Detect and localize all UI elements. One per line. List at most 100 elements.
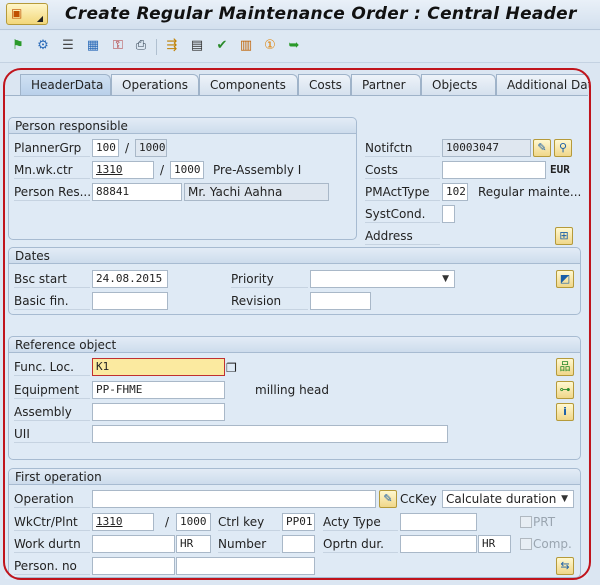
basic-start-label: Bsc start (14, 270, 90, 288)
info-circle-icon[interactable]: ① (264, 38, 276, 53)
functional-location-label: Func. Loc. (14, 358, 90, 376)
costs-label: Costs (365, 161, 440, 179)
duration-unit-field[interactable]: HR (478, 535, 511, 553)
tab-additional-data[interactable]: Additional Data (496, 74, 590, 95)
display-notification-icon[interactable]: ⚲ (554, 139, 572, 157)
comp-label: Comp. (533, 537, 572, 551)
plant-field[interactable]: 1000 (176, 513, 211, 531)
operation-field[interactable] (92, 490, 376, 508)
priority-dropdown[interactable]: ▼ (310, 270, 455, 288)
work-center-plant-label: WkCtr/Plnt (14, 513, 90, 531)
tab-components[interactable]: Components (199, 74, 298, 95)
work-duration-label: Work durtn (14, 535, 90, 553)
main-work-center-plant-field[interactable]: 1000 (170, 161, 204, 179)
tab-partner[interactable]: Partner (351, 74, 421, 95)
edit-long-text-icon[interactable]: ✎ (379, 490, 397, 508)
pm-activity-type-field[interactable]: 102 (442, 183, 468, 201)
calculator-icon[interactable]: ▦ (86, 38, 100, 53)
notification-label: Notifctn (365, 139, 440, 157)
pencil-icon[interactable]: ✎ (533, 139, 551, 157)
notification-field: 10003047 (442, 139, 531, 157)
scheduling-icon[interactable]: ◩ (556, 270, 574, 288)
work-center-description: Pre-Assembly I (213, 163, 302, 177)
flag-icon[interactable]: ⚑ (12, 38, 24, 53)
basic-start-field[interactable]: 24.08.2015 (92, 270, 168, 288)
forward-icon[interactable]: ➥ (288, 38, 300, 53)
functional-location-field[interactable]: K1 (92, 358, 225, 376)
currency: EUR (550, 163, 570, 176)
info-icon[interactable]: i (556, 403, 574, 421)
main-work-center-label: Mn.wk.ctr (14, 161, 90, 179)
separator: / (165, 515, 170, 529)
number-field[interactable] (282, 535, 315, 553)
assembly-label: Assembly (14, 403, 90, 421)
group-header: Reference object (9, 337, 580, 353)
basic-finish-field[interactable] (92, 292, 168, 310)
main-work-center-field[interactable]: 1310 (92, 161, 154, 179)
window-title: Create Regular Maintenance Order : Centr… (65, 4, 577, 24)
planner-grp-field[interactable]: 100 (92, 139, 119, 157)
document-icon[interactable]: ▤ (190, 38, 204, 53)
calc-key-label: CcKey (400, 492, 437, 506)
control-key-field[interactable]: PP01 (282, 513, 315, 531)
operation-duration-field[interactable] (400, 535, 477, 553)
revision-field[interactable] (310, 292, 371, 310)
personnel-number-field[interactable] (92, 557, 175, 575)
equipment-label: Equipment (14, 381, 90, 399)
operation-detail-icon[interactable]: ⇆ (556, 557, 574, 575)
prt-label: PRT (533, 515, 556, 529)
tab-costs[interactable]: Costs (298, 74, 351, 95)
basic-finish-label: Basic fin. (14, 292, 90, 310)
address-label: Address (365, 227, 440, 245)
system-condition-field[interactable] (442, 205, 455, 223)
address-expand-icon[interactable]: ⊞ (555, 227, 573, 245)
costs-field[interactable] (442, 161, 546, 179)
status-icon[interactable]: ⚿ (113, 38, 123, 53)
execute-settings-icon[interactable]: ⚙ (37, 38, 49, 53)
toolbar-separator (156, 39, 157, 55)
tab-objects[interactable]: Objects (421, 74, 496, 95)
pm-activity-type-label: PMActType (365, 183, 440, 201)
system-condition-label: SystCond. (365, 205, 440, 223)
planner-plant-field: 1000 (135, 139, 167, 157)
release-icon[interactable]: ✔ (216, 38, 228, 53)
tab-operations[interactable]: Operations (111, 74, 199, 95)
group-header: Dates (9, 248, 580, 264)
personnel-name-field (176, 557, 315, 575)
print-icon[interactable]: ⎙ (135, 38, 147, 53)
work-center-field[interactable]: 1310 (92, 513, 154, 531)
person-responsible-field[interactable]: 88841 (92, 183, 182, 201)
comp-checkbox[interactable] (520, 538, 532, 550)
operation-label: Operation (14, 490, 90, 508)
application-toolbar: ⚑ ⚙ ☰ ▦ ⚿ ⎙ ⇶ ▤ ✔ ▥ ① ➥ (0, 31, 600, 63)
activity-type-field[interactable] (400, 513, 477, 531)
tab-headerdata[interactable]: HeaderData (20, 74, 111, 95)
prt-checkbox[interactable] (520, 516, 532, 528)
calc-key-value: Calculate duration (446, 492, 557, 506)
assembly-field[interactable] (92, 403, 225, 421)
separator: / (125, 141, 130, 155)
calc-key-dropdown[interactable]: Calculate duration ▼ (442, 490, 574, 508)
dropdown-arrow-icon: ▼ (442, 274, 449, 284)
equipment-field[interactable]: PP-FHME (92, 381, 225, 399)
list-icon[interactable]: ☰ (62, 38, 74, 53)
person-name: Mr. Yachi Aahna (184, 183, 329, 201)
structure-icon[interactable]: 品 (556, 358, 574, 376)
copy-icon[interactable]: ❐ (226, 361, 237, 375)
hierarchy-icon[interactable]: ⊶ (556, 381, 574, 399)
clipboard-icon[interactable]: ▥ (239, 38, 253, 53)
uii-field[interactable] (92, 425, 448, 443)
title-bar: ▣ ◢ Create Regular Maintenance Order : Ce… (0, 0, 600, 30)
planner-grp-label: PlannerGrp (14, 139, 90, 157)
operation-duration-label: Oprtn dur. (323, 535, 398, 553)
priority-label: Priority (231, 270, 308, 288)
work-unit-field[interactable]: HR (176, 535, 211, 553)
group-header: First operation (9, 469, 580, 485)
revision-label: Revision (231, 292, 308, 310)
work-duration-field[interactable] (92, 535, 175, 553)
separator: / (160, 163, 165, 177)
equipment-description: milling head (255, 383, 330, 397)
activity-type-label: Acty Type (323, 513, 398, 531)
objects-icon[interactable]: ⇶ (166, 38, 178, 53)
system-menu-button[interactable]: ▣ ◢ (6, 3, 48, 25)
